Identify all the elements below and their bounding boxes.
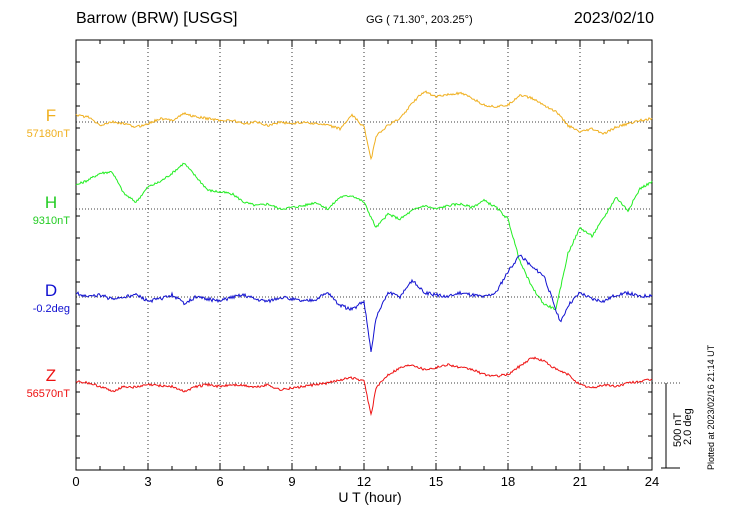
series-line-h [75,162,653,311]
series-baseline-f: 57180nT [26,128,70,140]
x-tick-label: 15 [428,474,444,489]
station-title: Barrow (BRW) [USGS] [76,10,238,27]
scale-bar-deg-label: 2.0 deg [682,408,694,445]
plot-date: 2023/02/10 [573,10,654,27]
series-line-z [75,356,653,417]
x-tick-label: 0 [72,474,80,489]
x-axis-label: U T (hour) [338,489,402,505]
x-tick-label: 24 [644,474,660,489]
x-tick-label: 9 [288,474,296,489]
series-label-f: F [45,106,57,125]
station-coordinates: GG ( 71.30°, 203.25°) [366,14,473,26]
plotted-timestamp: Plotted at 2023/02/16 21:14 UT [706,344,716,470]
series-line-f [75,90,653,161]
series-baseline-d: -0.2deg [32,303,70,315]
series-label-z: Z [45,366,57,385]
x-tick-label: 3 [144,474,152,489]
x-tick-label: 6 [216,474,224,489]
series-baseline-z: 56570nT [26,388,70,400]
x-tick-label: 18 [500,474,516,489]
x-tick-label: 21 [572,474,588,489]
series-baseline-h: 9310nT [32,215,70,227]
series-label-d: D [44,281,58,300]
series-label-h: H [44,193,58,212]
series-line-d [75,254,653,352]
x-tick-label: 12 [356,474,372,489]
